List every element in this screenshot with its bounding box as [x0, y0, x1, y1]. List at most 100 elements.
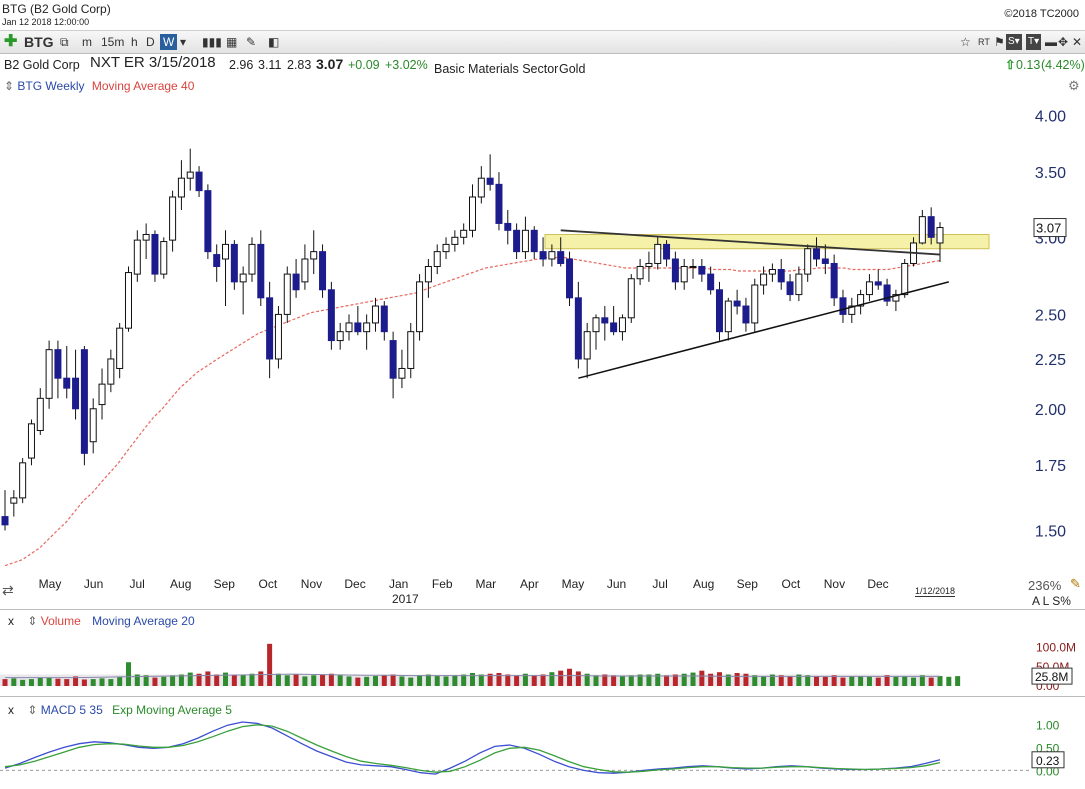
add-symbol-icon[interactable]: ✚	[4, 33, 18, 50]
close-volume-icon[interactable]: x	[8, 614, 14, 628]
volume-bar	[99, 678, 105, 686]
candle-body	[486, 177, 494, 185]
candle-body	[142, 233, 150, 241]
candle	[689, 258, 697, 279]
last-price-tag-label: 3.07	[1036, 221, 1061, 236]
candle	[301, 244, 309, 290]
star-icon[interactable]: ☆	[960, 35, 971, 49]
volume-bar	[90, 679, 96, 686]
chart-style-icon[interactable]: ⧉	[60, 35, 69, 49]
volume-last-tag-label: 25.8M	[1035, 670, 1068, 684]
candle	[283, 266, 291, 323]
grid-icon[interactable]: ▦	[226, 35, 238, 49]
macd-ma-label[interactable]: Exp Moving Average 5	[112, 703, 232, 717]
zoom-level[interactable]: 236%	[1028, 578, 1062, 593]
candle	[760, 266, 768, 295]
candle	[10, 490, 18, 517]
legend-ma[interactable]: Moving Average 40	[91, 79, 195, 93]
panel-divider[interactable]	[0, 696, 1085, 697]
candle	[177, 160, 185, 211]
candle	[901, 258, 909, 298]
eraser-icon[interactable]: ◧	[268, 35, 280, 49]
candle-body	[389, 340, 397, 379]
volume-ma-label[interactable]: Moving Average 20	[92, 614, 195, 628]
candle	[618, 314, 626, 341]
dropdown-icon[interactable]: ▾	[180, 35, 187, 49]
tab-timeframe-day[interactable]: D	[146, 35, 155, 49]
tab-timeframe-hour[interactable]: h	[131, 35, 138, 49]
panel-divider[interactable]	[0, 609, 1085, 610]
volume-bar	[611, 675, 617, 686]
tab-timeframe-week[interactable]: W	[160, 34, 178, 50]
close-icon[interactable]: ✕	[1072, 35, 1083, 49]
macd-label[interactable]: MACD 5 35	[40, 703, 103, 717]
sync-icon[interactable]: ⇄	[2, 582, 14, 598]
volume-bar	[240, 674, 246, 686]
candle	[80, 346, 88, 466]
candle	[310, 230, 318, 275]
volume-bar	[902, 676, 908, 686]
volume-bar	[267, 643, 273, 686]
company-name: B2 Gold Corp	[4, 58, 80, 72]
candle-body	[671, 258, 679, 283]
candle-body	[345, 322, 353, 333]
bar-chart-icon[interactable]: ▮▮▮	[202, 35, 222, 49]
rt-toggle-icon[interactable]: RT	[978, 37, 990, 47]
tab-timeframe-15m[interactable]: 15m	[101, 35, 125, 49]
candle	[663, 240, 671, 267]
candle	[777, 258, 785, 290]
candle-body	[839, 297, 847, 315]
x-month-label: Jan	[389, 577, 408, 591]
volume-bar	[805, 675, 811, 686]
volume-bar	[2, 679, 8, 686]
macd-panel: 1.000.500.000.23	[0, 718, 1065, 778]
close-macd-icon[interactable]: x	[8, 703, 14, 717]
sector-label: Basic Materials Sector	[434, 62, 559, 76]
candle	[874, 269, 882, 290]
candle-body	[230, 243, 238, 283]
candle	[460, 223, 468, 245]
window-minimize-icon[interactable]: ▬	[1045, 35, 1057, 49]
legend-series[interactable]: BTG Weekly	[17, 79, 85, 93]
candle	[160, 237, 168, 279]
volume-bar	[73, 676, 79, 686]
symbol-input[interactable]: BTG	[24, 34, 54, 50]
scale-flags[interactable]: A L S%	[1032, 594, 1071, 608]
candle	[715, 281, 723, 341]
y-tick-label: 4.00	[1035, 109, 1066, 126]
volume-bar	[408, 677, 414, 686]
candle	[530, 226, 538, 259]
legend-sort-icon[interactable]: ⇕	[4, 79, 15, 93]
volume-bar	[514, 675, 520, 686]
volume-bar	[372, 676, 378, 686]
x-month-label: Mar	[475, 577, 496, 591]
volume-bar	[937, 676, 943, 686]
candle	[407, 322, 415, 379]
macd-ema-line	[4, 724, 941, 773]
candle-body	[857, 294, 865, 307]
volume-bar	[875, 677, 881, 686]
tab-timeframe-minute[interactable]: m	[82, 35, 92, 49]
candle-body	[583, 331, 591, 360]
candle-body	[124, 272, 132, 329]
pencil-edit-icon[interactable]: ✎	[1070, 576, 1081, 591]
candle	[892, 289, 900, 312]
candle	[124, 266, 132, 332]
volume-bar	[223, 672, 229, 686]
move-icon[interactable]: ✥	[1058, 35, 1069, 49]
volume-label[interactable]: Volume	[40, 614, 81, 628]
candle	[865, 274, 873, 302]
settings-gear-icon[interactable]: ⚙	[1068, 78, 1080, 93]
candle-body	[768, 269, 776, 275]
flag-icon[interactable]: ⚑	[994, 35, 1005, 49]
candle	[442, 237, 450, 259]
macd-sort-icon[interactable]: ⇕	[27, 703, 38, 717]
template-button[interactable]: T▾	[1026, 34, 1042, 50]
volume-sort-icon[interactable]: ⇕	[27, 614, 38, 628]
candle-body	[627, 278, 635, 319]
scanner-button[interactable]: S▾	[1006, 34, 1022, 50]
volume-bar	[831, 675, 837, 686]
volume-bar	[161, 676, 167, 686]
pencil-icon[interactable]: ✎	[246, 35, 257, 49]
